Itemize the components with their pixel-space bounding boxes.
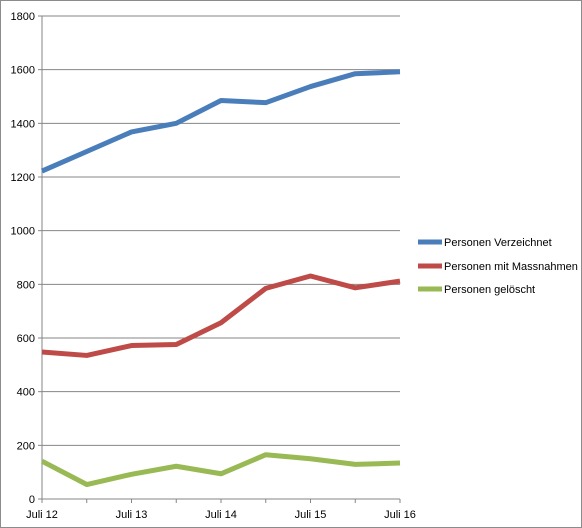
axes	[38, 15, 401, 503]
gridlines	[42, 15, 400, 446]
y-tick-label-6: 1200	[11, 172, 35, 184]
legend: Personen Verzeichnet Personen mit Massnah…	[418, 237, 578, 296]
series-line-0	[40, 69, 401, 174]
series-line-1	[41, 273, 401, 358]
x-tick-label-4: Juli 16	[384, 509, 416, 521]
series-lines	[40, 69, 401, 488]
x-tick-labels: Juli 12 Juli 13 Juli 14 Juli 15 Juli 16	[26, 509, 416, 521]
x-tick-label-2: Juli 14	[205, 509, 237, 521]
y-tick-labels: 0 200 400 600 800 1000 1200 1400 1600 1800	[11, 11, 35, 506]
x-tick-label-1: Juli 13	[116, 509, 148, 521]
y-tick-label-3: 600	[17, 333, 35, 345]
y-tick-label-7: 1400	[11, 118, 35, 130]
legend-label-0: Personen Verzeichnet	[444, 237, 552, 249]
y-tick-label-9: 1800	[11, 11, 35, 23]
legend-label-1: Personen mit Massnahmen	[444, 261, 578, 273]
series-line-2	[40, 452, 401, 488]
y-tick-label-5: 1000	[11, 226, 35, 238]
x-tick-label-3: Juli 15	[295, 509, 327, 521]
y-tick-label-8: 1600	[11, 65, 35, 77]
y-tick-label-2: 400	[17, 387, 35, 399]
y-tick-label-0: 0	[29, 494, 35, 506]
y-tick-label-4: 800	[17, 279, 35, 291]
x-tick-label-0: Juli 12	[26, 509, 58, 521]
y-tick-label-1: 200	[17, 440, 35, 452]
legend-label-2: Personen gelöscht	[444, 284, 535, 296]
